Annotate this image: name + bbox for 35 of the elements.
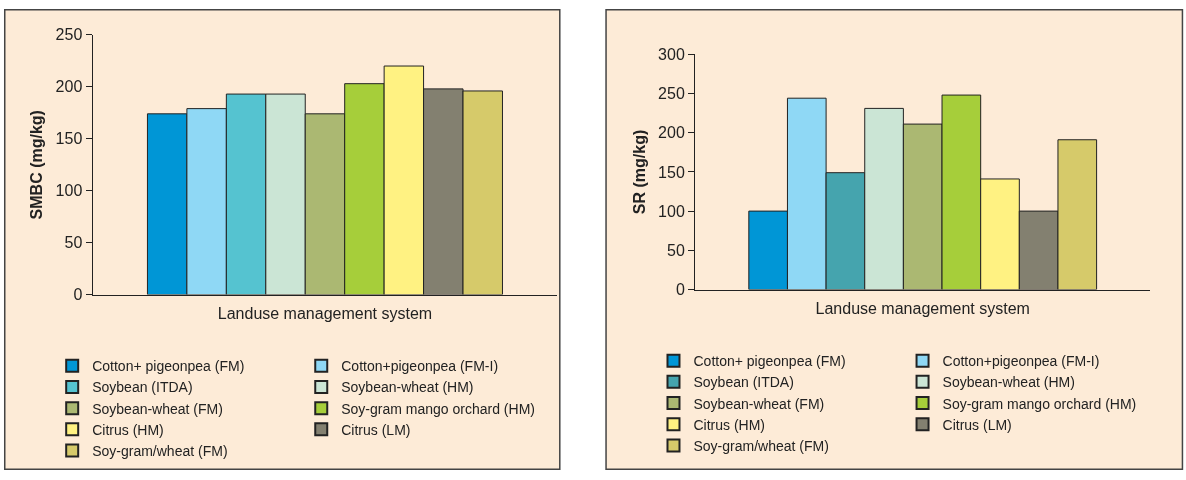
y-tick-label: 100 (658, 202, 685, 220)
legend-label: Cotton+ pigeonpea (FM) (92, 358, 245, 375)
legend-label: Cotton+pigeonpea (FM-I) (341, 358, 499, 375)
y-tick-label: 50 (64, 234, 83, 252)
legend-label: Citrus (LM) (942, 416, 1012, 433)
y-tick-label: 250 (55, 26, 83, 44)
x-axis-title: Landuse management system (217, 304, 433, 322)
y-axis-title: SMBC (mg/kg) (28, 110, 46, 220)
y-axis-title: SR (mg/kg) (630, 129, 648, 215)
legend-label: Citrus (HM) (693, 416, 766, 433)
legend-label: Soybean (ITDA) (92, 379, 193, 396)
legend-label: Citrus (LM) (341, 421, 411, 438)
y-tick-label: 250 (658, 85, 685, 103)
y-tick-label: 200 (55, 78, 83, 96)
y-tick-label: 150 (55, 130, 83, 148)
y-tick-label: 0 (675, 281, 685, 299)
y-tick-label: 200 (658, 124, 685, 142)
y-tick-label: 150 (658, 163, 685, 181)
x-axis-title: Landuse management system (815, 299, 1030, 317)
legend-label: Cotton+pigeonpea (FM-I) (942, 353, 1100, 370)
legend-label: Soy-gram/wheat (FM) (693, 437, 829, 454)
legend-label: Soybean-wheat (HM) (341, 379, 474, 396)
y-tick-label: 300 (658, 45, 685, 63)
legend-label: Cotton+ pigeonpea (FM) (693, 353, 846, 370)
y-tick-label: 50 (667, 241, 685, 259)
legend-label: Soybean-wheat (FM) (92, 400, 223, 417)
legend-label: Soybean (ITDA) (693, 374, 794, 391)
y-tick-label: 0 (73, 286, 83, 304)
legend-label: Soy-gram mango orchard (HM) (341, 400, 535, 417)
legend-label: Soy-gram/wheat (FM) (92, 443, 228, 460)
legend-label: Soy-gram mango orchard (HM) (942, 395, 1137, 412)
y-tick-label: 100 (55, 182, 83, 200)
legend-label: Soybean-wheat (HM) (942, 374, 1075, 391)
legend-label: Soybean-wheat (FM) (693, 395, 825, 412)
legend-label: Citrus (HM) (92, 421, 164, 438)
